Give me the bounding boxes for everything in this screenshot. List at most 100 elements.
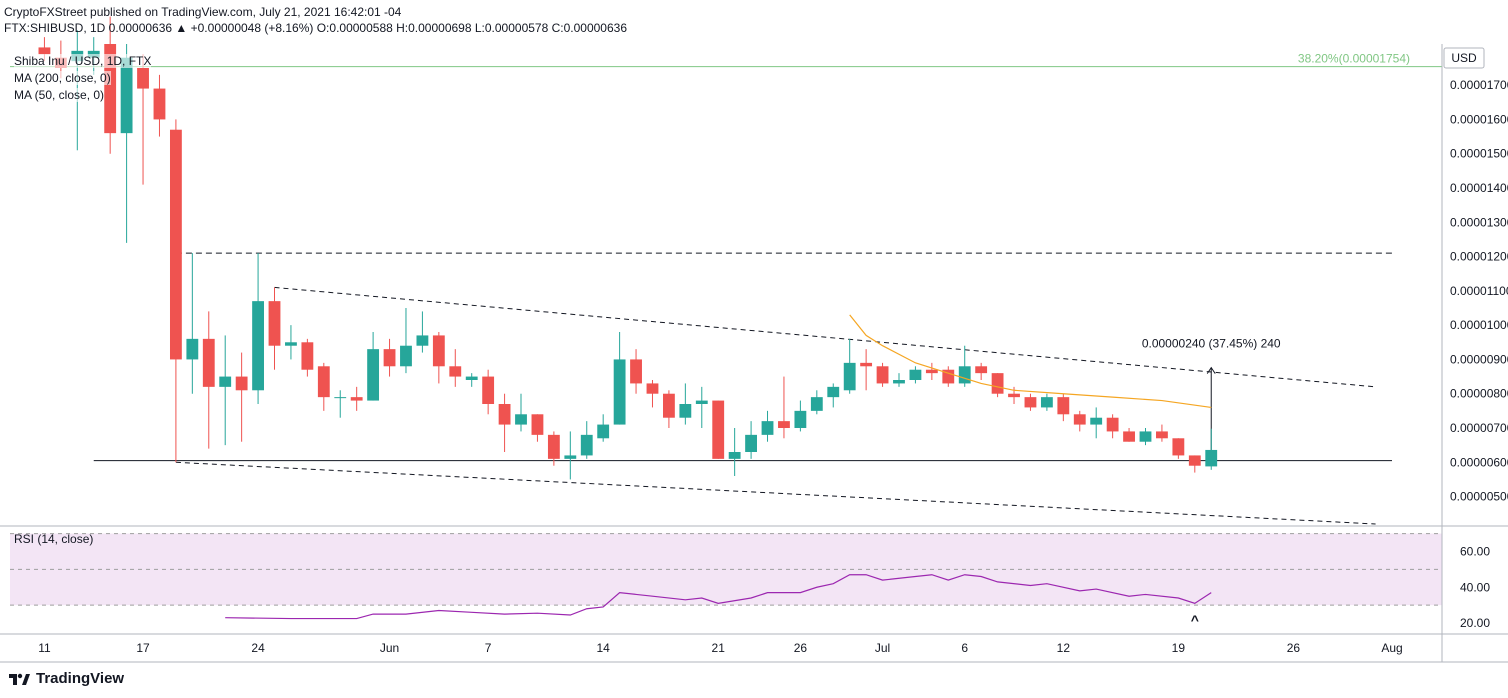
candle-body [350,397,363,401]
candle-body [942,369,955,384]
time-tick-label: 11 [38,641,51,655]
candle-body [317,366,330,398]
candle [942,366,955,387]
candle-body [827,386,840,398]
candle [712,400,725,459]
candle [630,349,642,394]
candle-body [1024,397,1037,408]
candle-body [1139,431,1152,442]
time-tick-label: 6 [961,641,968,655]
rsi-tick-label: 20.00 [1460,616,1490,630]
price-tick-label: 0.00001400 [1450,181,1508,195]
candle-body [465,376,478,380]
candle-body [416,335,429,346]
candle-body [679,404,692,418]
tradingview-logo[interactable]: TradingView [8,670,124,687]
tradingview-logo-icon [9,673,30,685]
symbol-title[interactable]: Shiba Inu / USD, 1D, FTX [14,54,152,68]
rsi-band [10,533,1442,606]
candle-body [909,369,922,380]
rsi-legend[interactable]: RSI (14, close) [14,532,94,546]
candle [613,332,626,425]
candle-body [630,359,642,384]
candle-body [235,376,248,391]
candle [531,414,544,442]
time-tick-label: Aug [1381,641,1402,655]
candle [1090,407,1103,439]
candle [975,362,988,380]
candle-body [432,335,445,367]
candle-body [153,88,166,120]
candle-body [794,410,807,428]
candle-body [38,47,51,55]
candle-body [515,414,527,425]
candle-body [120,57,133,134]
candle [515,393,527,432]
candle-body [843,362,856,391]
candle [120,44,133,243]
candle [925,362,938,380]
candle-body [169,129,182,360]
price-tick-label: 0.00000500 [1450,490,1508,504]
candle-body [1090,417,1103,425]
price-tick-label: 0.00000900 [1450,352,1508,366]
candle [186,253,199,394]
candle [350,386,363,411]
candle-body [400,345,412,367]
candle-body [893,380,905,384]
candle-body [712,400,725,459]
axes [0,44,1508,663]
candle [137,54,149,185]
candle [597,414,610,442]
candle-body [268,301,281,346]
candle-body [334,397,347,399]
candle [219,335,232,446]
candle-body [1123,431,1135,442]
candle-body [662,393,675,418]
candle-body [1040,397,1053,408]
candle [1106,414,1119,439]
candle [416,311,429,353]
currency-label: USD [1451,51,1477,65]
candle-body [580,434,593,456]
candle [728,428,741,476]
candle-body [1156,431,1168,439]
ma50-legend[interactable]: MA (50, close, 0) [14,88,105,102]
candle-body [728,452,741,459]
brand-name: TradingView [36,670,125,687]
fib-level-label: 38.20%(0.00001754) [1298,52,1410,66]
candle [745,421,758,459]
ma200-legend[interactable]: MA (200, close, 0) [14,71,111,85]
price-tick-label: 0.00001300 [1450,215,1508,229]
price-tick-label: 0.00001200 [1450,250,1508,264]
candle-body [137,68,149,89]
candle-body [761,421,774,435]
candle [1205,428,1218,470]
candle [1188,455,1201,473]
ohlc-readout: FTX:SHIBUSD, 1D 0.00000636 ▲ +0.00000048… [4,21,627,35]
publish-info: CryptoFXStreet published on TradingView.… [4,5,402,19]
candle [1057,393,1070,422]
candle [1139,428,1152,446]
price-tick-label: 0.00000800 [1450,387,1508,401]
candle-body [531,414,544,435]
candle-body [285,342,297,346]
candle [778,376,790,439]
price-tick-label: 0.00001000 [1450,318,1508,332]
candle [679,383,692,425]
candle-body [1008,393,1020,398]
candle [317,362,330,411]
candle-body [613,359,626,425]
rsi-polyline [225,574,1212,620]
candle-body [383,349,396,367]
candle [334,390,347,418]
candle-body [991,373,1004,394]
candle-body [252,301,264,391]
candle-body [547,434,560,459]
price-tick-label: 0.00000700 [1450,421,1508,435]
candle-body [745,434,758,452]
candle [958,345,971,387]
candle-body [104,44,117,134]
candle-body [498,404,511,425]
